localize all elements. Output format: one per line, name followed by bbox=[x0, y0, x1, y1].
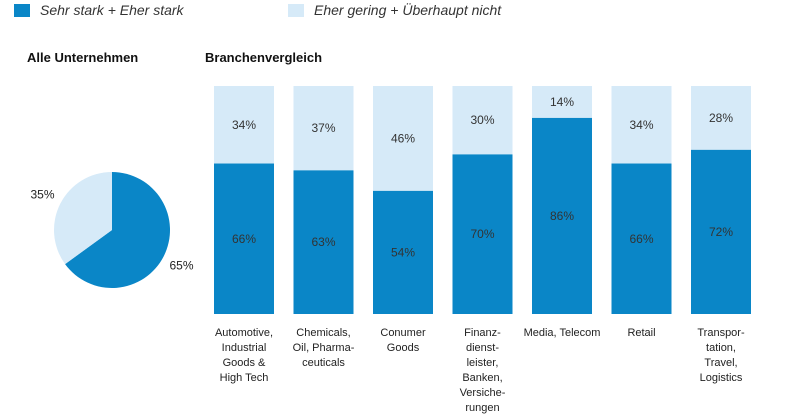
pie-slice-weak bbox=[54, 172, 112, 265]
bar-label-weak: 34% bbox=[232, 118, 256, 132]
bar-label-strong: 72% bbox=[709, 225, 733, 239]
pie-slice-label: 65% bbox=[169, 258, 193, 272]
category-label-line: tation, bbox=[706, 342, 736, 354]
pie-slice-strong bbox=[65, 172, 171, 288]
category-label-line: rungen bbox=[465, 402, 500, 414]
category-label: Transpor-tation, Travel, Logistics bbox=[671, 326, 771, 386]
category-label-line: Chemicals, bbox=[296, 327, 351, 339]
category-label: Finanz-dienst-leister, Banken, Versiche-ru… bbox=[433, 326, 533, 416]
bars-title: Branchenvergleich bbox=[205, 50, 323, 65]
category-label-line: Logistics bbox=[699, 372, 743, 384]
bar-label-weak: 34% bbox=[629, 118, 653, 132]
bar-segment-weak bbox=[611, 86, 672, 164]
category-label-line: ceuticals bbox=[302, 357, 345, 369]
bar-label-strong: 66% bbox=[232, 232, 256, 246]
bar-label-strong: 70% bbox=[470, 227, 494, 241]
bar-segment-strong bbox=[691, 149, 751, 314]
category-label: Automotive, Industrial Goods & High Tech bbox=[194, 326, 294, 386]
bar-label-weak: 30% bbox=[470, 113, 494, 127]
category-label-line: Versiche- bbox=[459, 387, 506, 399]
bar-segment-weak bbox=[214, 86, 274, 164]
category-label-line: Industrial bbox=[221, 342, 267, 354]
legend-item-weak: Eher gering + Überhaupt nicht bbox=[288, 2, 501, 18]
bar-segment-strong bbox=[452, 154, 513, 314]
category-label-line: dienst- bbox=[465, 342, 500, 354]
bar-label-weak: 28% bbox=[709, 111, 733, 125]
category-label-line: Travel, bbox=[704, 357, 738, 369]
category-label-line: Transpor- bbox=[697, 327, 745, 339]
bar-segment-weak bbox=[691, 86, 751, 150]
pie-title: Alle Unternehmen bbox=[27, 50, 139, 65]
category-label-line: Finanz- bbox=[464, 327, 501, 339]
bar-label-weak: 14% bbox=[550, 95, 574, 109]
bar-segment-weak bbox=[293, 86, 354, 171]
legend-swatch-weak bbox=[288, 3, 304, 17]
bar-label-weak: 46% bbox=[391, 131, 415, 145]
bar-label-strong: 86% bbox=[550, 209, 574, 223]
category-label-line: Banken, bbox=[462, 372, 503, 384]
bar-segment-weak bbox=[373, 86, 433, 191]
bar-label-strong: 63% bbox=[311, 235, 335, 249]
bar-segment-strong bbox=[611, 163, 672, 314]
bar-segment-strong bbox=[214, 163, 274, 314]
bar-segment-weak bbox=[452, 86, 513, 155]
legend-label-strong: Sehr stark + Eher stark bbox=[40, 2, 184, 18]
category-label-line: Oil, Pharma- bbox=[292, 342, 355, 354]
bar-segment-weak bbox=[532, 86, 592, 118]
bar-label-strong: 66% bbox=[629, 232, 653, 246]
category-label: Media, Telecom bbox=[512, 326, 612, 341]
category-label-line: leister, bbox=[466, 357, 499, 369]
category-label-line: Goods & bbox=[222, 357, 266, 369]
category-label: Conumer Goods bbox=[353, 326, 453, 356]
bar-segment-strong bbox=[373, 190, 433, 314]
pie-slice-label: 35% bbox=[30, 188, 54, 202]
bar-segment-strong bbox=[293, 170, 354, 314]
category-label: Chemicals, Oil, Pharma-ceuticals bbox=[274, 326, 374, 371]
legend-item-strong: Sehr stark + Eher stark bbox=[14, 2, 184, 18]
category-label-line: Conumer bbox=[380, 327, 426, 339]
category-label: Retail bbox=[592, 326, 692, 341]
legend-swatch-strong bbox=[14, 3, 30, 17]
category-label-line: Retail bbox=[627, 327, 656, 339]
category-label-line: High Tech bbox=[219, 372, 269, 384]
category-label-line: Goods bbox=[386, 342, 420, 354]
category-label-line: Media, Telecom bbox=[523, 327, 601, 339]
legend-label-weak: Eher gering + Überhaupt nicht bbox=[314, 2, 502, 18]
bar-segment-strong bbox=[532, 117, 592, 314]
bar-label-strong: 54% bbox=[391, 245, 415, 259]
legend: Sehr stark + Eher stark Eher gering + Üb… bbox=[0, 0, 800, 24]
category-label-line: Automotive, bbox=[214, 327, 274, 339]
bar-label-weak: 37% bbox=[311, 121, 335, 135]
